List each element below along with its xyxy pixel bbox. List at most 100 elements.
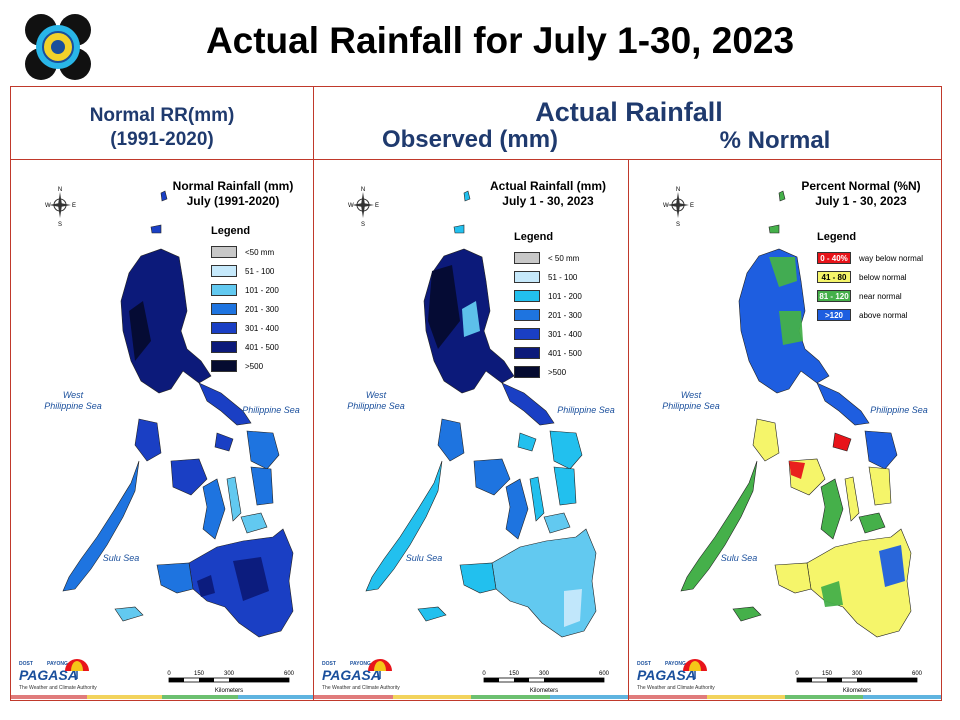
sulu-sea-label: Sulu Sea — [91, 553, 151, 564]
legend-title: Legend — [514, 231, 553, 243]
observed-header: Observed (mm) — [340, 126, 600, 154]
west-sea-line1: West — [336, 390, 416, 401]
svg-text:0: 0 — [167, 671, 171, 677]
legend-swatch — [514, 252, 540, 264]
sulu-sea-label: Sulu Sea — [709, 553, 769, 564]
normal-header: Normal RR(mm) (1991-2020) — [12, 104, 312, 152]
pagasa-tagline: The Weather and Climate Authority — [322, 685, 400, 691]
island-batanes — [779, 191, 785, 201]
legend-swatch — [514, 347, 540, 359]
svg-text:Kilometers: Kilometers — [530, 688, 558, 694]
svg-text:E: E — [690, 203, 694, 209]
island-palawan — [366, 461, 442, 591]
svg-text:0: 0 — [482, 671, 486, 677]
svg-text:Kilometers: Kilometers — [215, 688, 243, 694]
color-strip-segment — [863, 695, 941, 699]
svg-text:300: 300 — [224, 671, 235, 677]
normal-header-line2: (1991-2020) — [12, 128, 312, 152]
map-title-line2: July (1991-2020) — [163, 194, 303, 209]
legend-swatch — [514, 309, 540, 321]
legend-label: 301 - 400 — [245, 324, 279, 333]
map-title-line1: Actual Rainfall (mm) — [478, 179, 618, 194]
legend-item: >500 — [514, 365, 566, 379]
svg-text:S: S — [361, 222, 365, 228]
umbrella-icon — [681, 657, 709, 681]
actual-rainfall-header: Actual Rainfall — [316, 97, 942, 128]
legend-swatch — [514, 290, 540, 302]
island-babuyan — [151, 225, 161, 233]
legend-item: <50 mm — [211, 245, 274, 259]
actual-rainfall-map-panel: N S W E Actual Rainfall (mm) July 1 - 30, 202… — [314, 161, 628, 699]
legend-title: Legend — [211, 225, 250, 237]
normal-rainfall-map-panel: N S W E Normal Rainfall (mm) July (1991-2020)… — [11, 161, 313, 699]
west-philippine-sea-label: West Philippine Sea — [336, 390, 416, 412]
west-sea-line1: West — [651, 390, 731, 401]
umbrella-icon — [63, 657, 91, 681]
legend-item: 41 - 80 below normal — [817, 270, 907, 284]
compass-rose-icon: N S W E — [43, 183, 77, 229]
legend-swatch: 81 - 120 — [817, 290, 851, 302]
island-bohol — [241, 513, 267, 533]
island-leyte — [251, 467, 273, 505]
svg-text:E: E — [375, 203, 379, 209]
svg-text:150: 150 — [509, 671, 520, 677]
legend-label: 301 - 400 — [548, 330, 582, 339]
island-zamboanga — [157, 563, 193, 593]
island-batanes — [464, 191, 470, 201]
map-title-line1: Normal Rainfall (mm) — [163, 179, 303, 194]
scale-bar: 0 150 300 600 Kilometers — [163, 667, 303, 695]
island-babuyan — [769, 225, 779, 233]
color-strip-segment — [550, 695, 629, 699]
philippine-sea-label: Philippine Sea — [857, 405, 941, 416]
legend-label: <50 mm — [245, 248, 274, 257]
color-strip-segment — [629, 695, 707, 699]
west-sea-line2: Philippine Sea — [33, 401, 113, 412]
legend-swatch — [211, 360, 237, 372]
island-mindanao — [492, 529, 596, 637]
svg-text:300: 300 — [539, 671, 550, 677]
island-zamboanga — [460, 563, 496, 593]
map-svg — [11, 161, 313, 699]
svg-text:W: W — [348, 203, 354, 209]
page-title: Actual Rainfall for July 1-30, 2023 — [120, 20, 880, 62]
island-samar — [247, 431, 279, 469]
legend-title: Legend — [817, 231, 856, 243]
percent-normal-map-panel: N S W E Percent Normal (%N) July 1 - 30, 2023… — [629, 161, 941, 699]
legend-swatch — [211, 341, 237, 353]
island-masbate — [215, 433, 233, 451]
svg-text:E: E — [72, 203, 76, 209]
philippine-sea-label: Philippine Sea — [544, 405, 628, 416]
island-cebu — [530, 477, 544, 521]
svg-text:600: 600 — [284, 671, 295, 677]
map-title-line2: July 1 - 30, 2023 — [478, 194, 618, 209]
west-sea-line1: West — [33, 390, 113, 401]
legend-label: < 50 mm — [548, 254, 579, 263]
svg-text:N: N — [58, 187, 62, 193]
compass-rose-icon: N S W E — [346, 183, 380, 229]
map-title-line2: July 1 - 30, 2023 — [791, 194, 931, 209]
color-strip-segment — [238, 695, 314, 699]
west-philippine-sea-label: West Philippine Sea — [33, 390, 113, 412]
island-palawan — [681, 461, 757, 591]
legend-item: 81 - 120 near normal — [817, 289, 902, 303]
svg-text:600: 600 — [912, 671, 923, 677]
island-mindoro — [438, 419, 464, 461]
umbrella-icon — [366, 657, 394, 681]
legend-swatch — [514, 328, 540, 340]
map-title: Percent Normal (%N) July 1 - 30, 2023 — [791, 179, 931, 209]
island-bicol — [199, 383, 251, 425]
legend-label: 401 - 500 — [548, 349, 582, 358]
legend-item: 401 - 500 — [211, 340, 279, 354]
pagasa-tagline: The Weather and Climate Authority — [637, 685, 715, 691]
legend-label: 101 - 200 — [245, 286, 279, 295]
legend-item: 201 - 300 — [211, 302, 279, 316]
legend-label: 401 - 500 — [245, 343, 279, 352]
compass-rose-icon: N S W E — [661, 183, 695, 229]
island-babuyan — [454, 225, 464, 233]
legend-label: way below normal — [859, 254, 923, 263]
rainfall-zone — [779, 311, 803, 345]
legend-item: 301 - 400 — [514, 327, 582, 341]
legend-label: above normal — [859, 311, 907, 320]
svg-text:Kilometers: Kilometers — [843, 688, 871, 694]
island-negros — [203, 479, 225, 539]
